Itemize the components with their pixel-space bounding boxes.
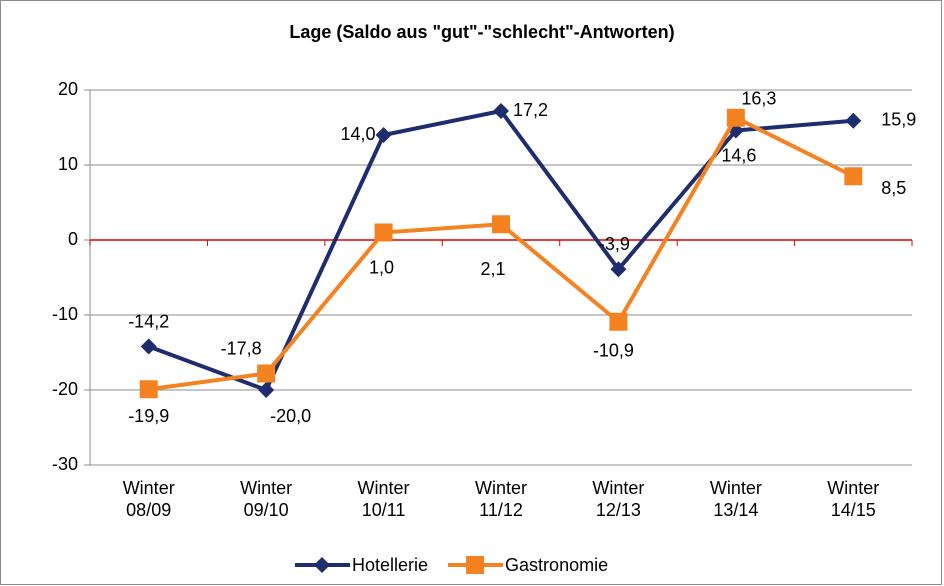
- y-tick-label: 0: [68, 229, 78, 249]
- marker: [610, 261, 627, 278]
- x-tick-label: Winter 09/10: [240, 478, 293, 520]
- x-tick-label-box: Winter 10/11: [357, 478, 410, 520]
- data-label: 14,0: [341, 124, 376, 144]
- data-label: -14,2: [128, 311, 169, 331]
- data-label: 16,3: [741, 89, 776, 109]
- legend-label: Gastronomie: [505, 555, 608, 575]
- marker: [257, 364, 276, 383]
- data-label: 15,9: [881, 110, 916, 130]
- x-tick-label-box: Winter 08/09: [122, 478, 175, 520]
- y-tick-label: -30: [52, 454, 78, 474]
- y-tick-label: -10: [52, 304, 78, 324]
- data-label: 14,6: [721, 145, 756, 165]
- marker: [609, 312, 628, 331]
- data-label: -20,0: [270, 406, 311, 426]
- marker: [375, 127, 392, 143]
- x-tick-label-box: Winter 11/12: [474, 478, 527, 520]
- x-tick-label-box: Winter 13/14: [709, 478, 762, 520]
- marker: [726, 108, 745, 127]
- marker: [845, 112, 862, 129]
- marker: [139, 380, 158, 399]
- marker: [140, 338, 157, 355]
- marker: [844, 167, 863, 186]
- chart-title: Lage (Saldo aus "gut"-"schlecht"-Antwort…: [289, 22, 674, 42]
- data-label: -3,9: [599, 234, 630, 254]
- data-label: 17,2: [513, 100, 548, 120]
- legend-label: Hotellerie: [352, 555, 428, 575]
- x-tick-label: Winter 11/12: [474, 478, 527, 520]
- marker: [492, 215, 510, 234]
- x-tick-label-box: Winter 14/15: [827, 478, 880, 520]
- x-tick-label: Winter 13/14: [709, 478, 762, 520]
- x-tick-label-box: Winter 09/10: [240, 478, 293, 520]
- data-label: -17,8: [221, 338, 262, 358]
- legend-marker: [314, 557, 330, 573]
- marker: [258, 382, 275, 398]
- y-tick-label: -20: [52, 379, 78, 399]
- x-tick-label: Winter 08/09: [122, 478, 175, 520]
- data-label: 8,5: [881, 178, 906, 198]
- x-tick-label: Winter 14/15: [827, 478, 880, 520]
- data-label: 1,0: [369, 257, 394, 277]
- series: -19,9 -17,8 1,0 2,1 -10,9 16,3 8,5: [128, 89, 906, 427]
- series: -14,2 -20,0 14,0 17,2 -3,9 14,6 15,9: [128, 100, 916, 426]
- legend-marker: [466, 556, 485, 574]
- x-tick-label-box: Winter 12/13: [592, 478, 645, 520]
- x-tick-label: Winter 12/13: [592, 478, 645, 520]
- data-label: -10,9: [593, 341, 634, 361]
- data-label: -19,9: [128, 406, 169, 426]
- y-tick-label: 10: [58, 154, 78, 174]
- marker: [374, 223, 393, 242]
- data-label: 2,1: [480, 259, 505, 279]
- y-tick-label: 20: [58, 79, 78, 99]
- x-tick-label: Winter 10/11: [357, 478, 410, 520]
- marker: [493, 103, 509, 119]
